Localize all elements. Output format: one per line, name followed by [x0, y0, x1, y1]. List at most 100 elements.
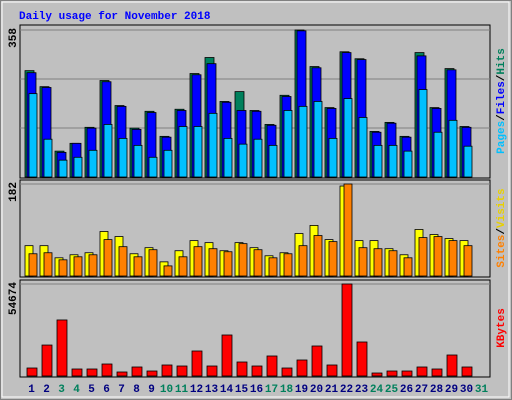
bar — [446, 354, 458, 377]
bar — [26, 367, 38, 377]
bar — [448, 240, 458, 277]
bar — [403, 150, 413, 178]
bar — [193, 246, 203, 277]
bar — [43, 252, 53, 277]
bar — [103, 124, 113, 178]
bar — [223, 251, 233, 277]
bar — [358, 117, 368, 178]
bar — [388, 144, 398, 178]
bar — [373, 248, 383, 277]
bar — [281, 367, 293, 377]
bar — [311, 345, 323, 377]
bar — [296, 359, 308, 377]
legend: Pages/Files/Hits — [496, 48, 508, 154]
bar — [326, 364, 338, 377]
bar — [223, 138, 233, 178]
bar — [358, 247, 368, 277]
bar — [463, 145, 473, 178]
legend-entry: KBytes — [496, 308, 508, 348]
x-tick-label: 2 — [43, 384, 50, 396]
x-tick-label: 16 — [250, 384, 263, 396]
bar — [401, 370, 413, 377]
y-tick-label: 182 — [8, 182, 20, 202]
bar — [221, 334, 233, 377]
x-tick-label: 17 — [265, 384, 278, 396]
x-tick-label: 6 — [103, 384, 110, 396]
bar — [71, 368, 83, 377]
bar — [313, 235, 323, 277]
bar — [418, 89, 428, 178]
legend-entry: Visits — [496, 188, 508, 228]
legend-separator: / — [496, 114, 508, 121]
x-tick-label: 10 — [160, 384, 173, 396]
bar — [41, 344, 53, 377]
bar — [133, 144, 143, 178]
bar — [463, 245, 473, 277]
bar — [176, 365, 188, 377]
x-tick-label: 29 — [445, 384, 458, 396]
x-tick-label: 9 — [148, 384, 155, 396]
bar — [266, 355, 278, 377]
bar — [161, 364, 173, 377]
bar — [206, 365, 218, 377]
bar — [268, 257, 278, 277]
legend-separator: / — [496, 228, 508, 235]
legend-entry: Files — [496, 81, 508, 114]
x-tick-label: 25 — [385, 384, 399, 396]
bar — [298, 105, 308, 178]
bar — [208, 112, 218, 178]
bar — [283, 253, 293, 277]
panel — [19, 279, 491, 378]
bar — [131, 366, 143, 377]
x-tick-label: 5 — [88, 384, 95, 396]
bar — [461, 366, 473, 377]
x-tick-label: 18 — [280, 384, 294, 396]
x-tick-label: 23 — [355, 384, 369, 396]
bar — [268, 144, 278, 178]
bar — [43, 138, 53, 178]
bar — [178, 256, 188, 277]
x-tick-label: 13 — [205, 384, 219, 396]
x-tick-label: 7 — [118, 384, 125, 396]
legend: Sites/Visits — [496, 188, 508, 267]
bar — [418, 237, 428, 277]
legend-separator: / — [496, 74, 508, 81]
bar — [148, 156, 158, 178]
x-tick-label: 11 — [175, 384, 189, 396]
bar — [253, 138, 263, 178]
x-tick-label: 15 — [235, 384, 249, 396]
bar — [103, 239, 113, 277]
bar — [373, 144, 383, 178]
bar — [146, 370, 158, 377]
bar — [58, 259, 68, 277]
bar — [328, 241, 338, 277]
x-tick-label: 19 — [295, 384, 308, 396]
bar — [118, 138, 128, 178]
x-tick-label: 21 — [325, 384, 339, 396]
x-tick-label: 30 — [460, 384, 473, 396]
x-tick-label: 20 — [310, 384, 323, 396]
bar — [343, 98, 353, 178]
legend-entry: Sites — [496, 235, 508, 268]
bar — [101, 363, 113, 377]
bar — [208, 248, 218, 277]
x-tick-label: 24 — [370, 384, 384, 396]
x-tick-label: 31 — [475, 384, 489, 396]
bar — [193, 126, 203, 178]
bar — [236, 361, 248, 377]
bar — [448, 119, 458, 178]
bar — [73, 256, 83, 277]
legend-entry: Hits — [496, 48, 508, 74]
bar — [148, 249, 158, 277]
bar — [253, 249, 263, 277]
bar — [416, 366, 428, 377]
bar — [431, 368, 443, 377]
x-tick-label: 22 — [340, 384, 353, 396]
bar — [313, 101, 323, 178]
bar — [283, 110, 293, 178]
bar — [116, 371, 128, 377]
x-tick-label: 8 — [133, 384, 140, 396]
bar — [238, 143, 248, 178]
bar — [73, 156, 83, 178]
